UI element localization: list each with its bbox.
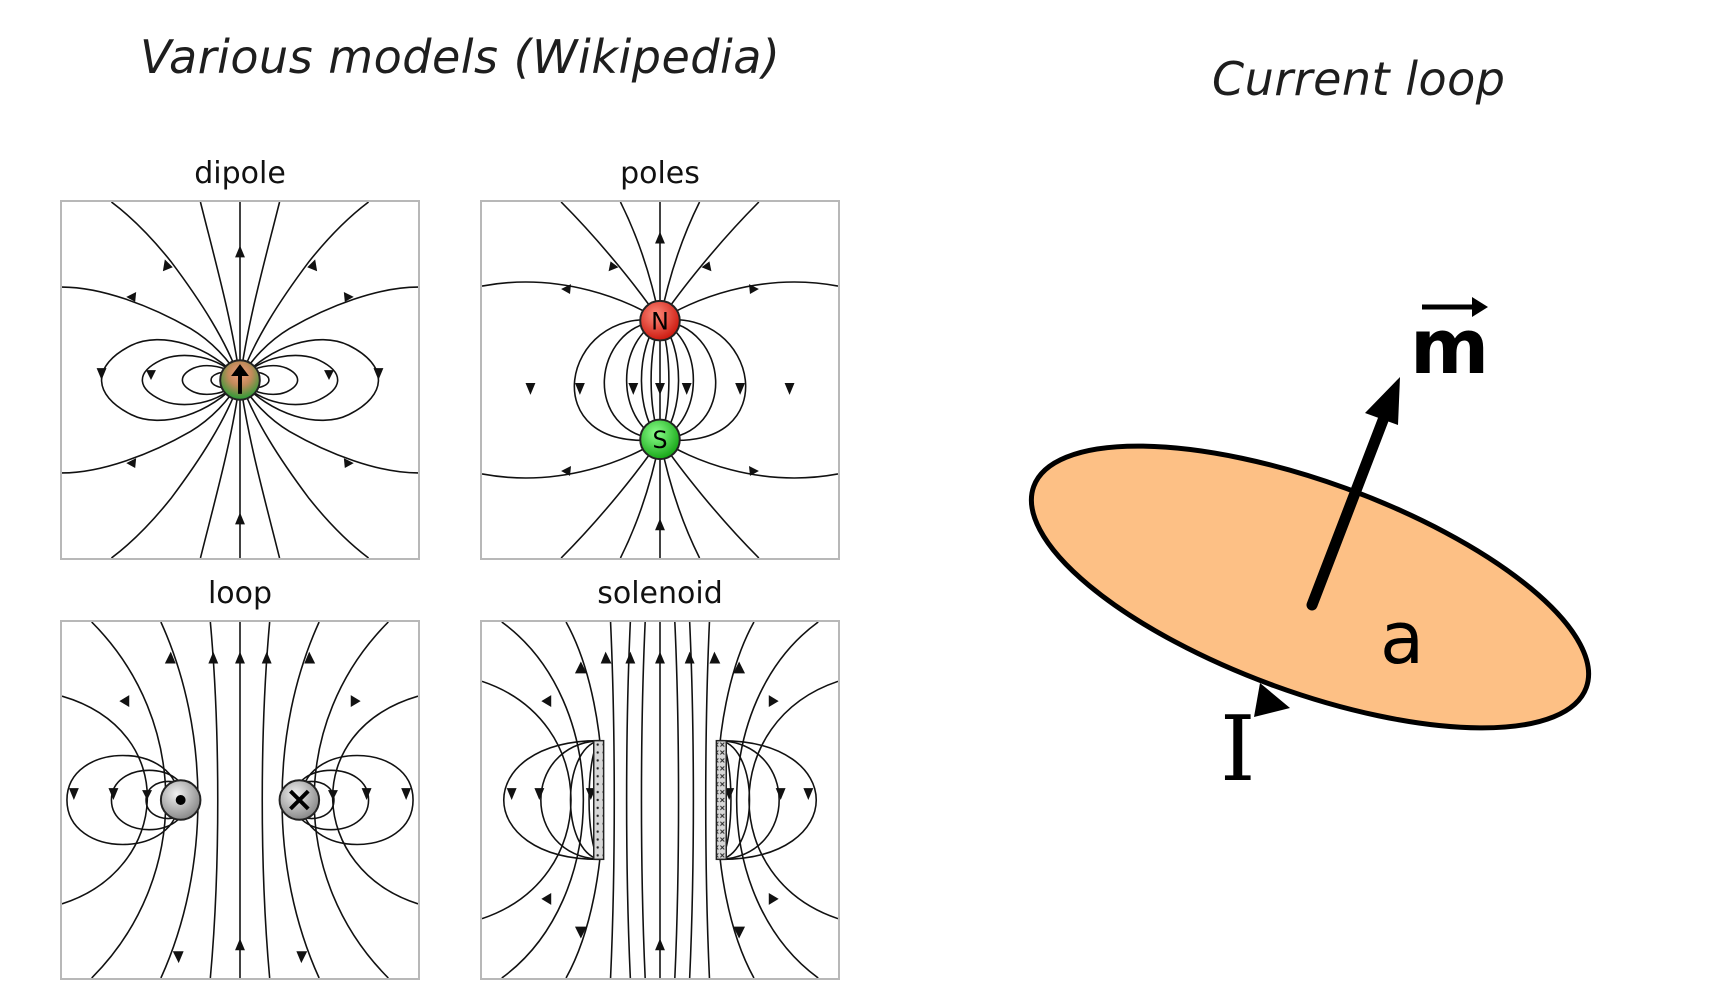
- dot-icon: [176, 795, 186, 805]
- moment-label: m: [1410, 302, 1489, 391]
- current-label: I: [1220, 697, 1256, 802]
- panel-label-dipole: dipole: [60, 156, 420, 191]
- loop-panel: [60, 620, 420, 980]
- poles-field-diagram: N S: [482, 202, 838, 558]
- solenoid-left-winding: [594, 741, 604, 860]
- radius-label: a: [1380, 596, 1424, 680]
- solenoid-field-diagram: [482, 622, 838, 978]
- solenoid-field-lines: [482, 622, 838, 978]
- dipole-panel: [60, 200, 420, 560]
- current-loop-diagram: m a I: [1010, 285, 1630, 805]
- moment-arrowhead: [1365, 377, 1400, 425]
- solenoid-panel: [480, 620, 840, 980]
- panel-label-solenoid: solenoid: [480, 576, 840, 611]
- panel-label-loop: loop: [60, 576, 420, 611]
- poles-field-lines: [482, 202, 838, 558]
- loop-field-lines: [62, 622, 418, 978]
- south-pole-label: S: [652, 426, 667, 454]
- left-title: Various models (Wikipedia): [140, 30, 780, 84]
- panel-label-poles: poles: [480, 156, 840, 191]
- right-title: Current loop: [1212, 52, 1505, 106]
- solenoid-right-winding: [716, 741, 726, 860]
- north-pole-label: N: [651, 308, 669, 336]
- loop-field-diagram: [62, 622, 418, 978]
- poles-panel: N S: [480, 200, 840, 560]
- dipole-field-diagram: [62, 202, 418, 558]
